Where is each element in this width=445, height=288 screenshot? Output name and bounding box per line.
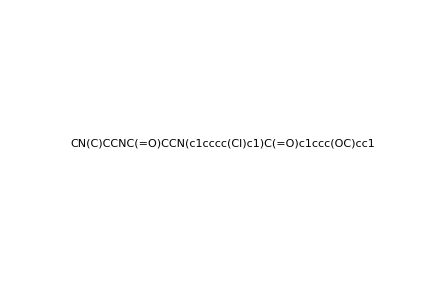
Text: CN(C)CCNC(=O)CCN(c1cccc(Cl)c1)C(=O)c1ccc(OC)cc1: CN(C)CCNC(=O)CCN(c1cccc(Cl)c1)C(=O)c1ccc… [70,139,375,149]
